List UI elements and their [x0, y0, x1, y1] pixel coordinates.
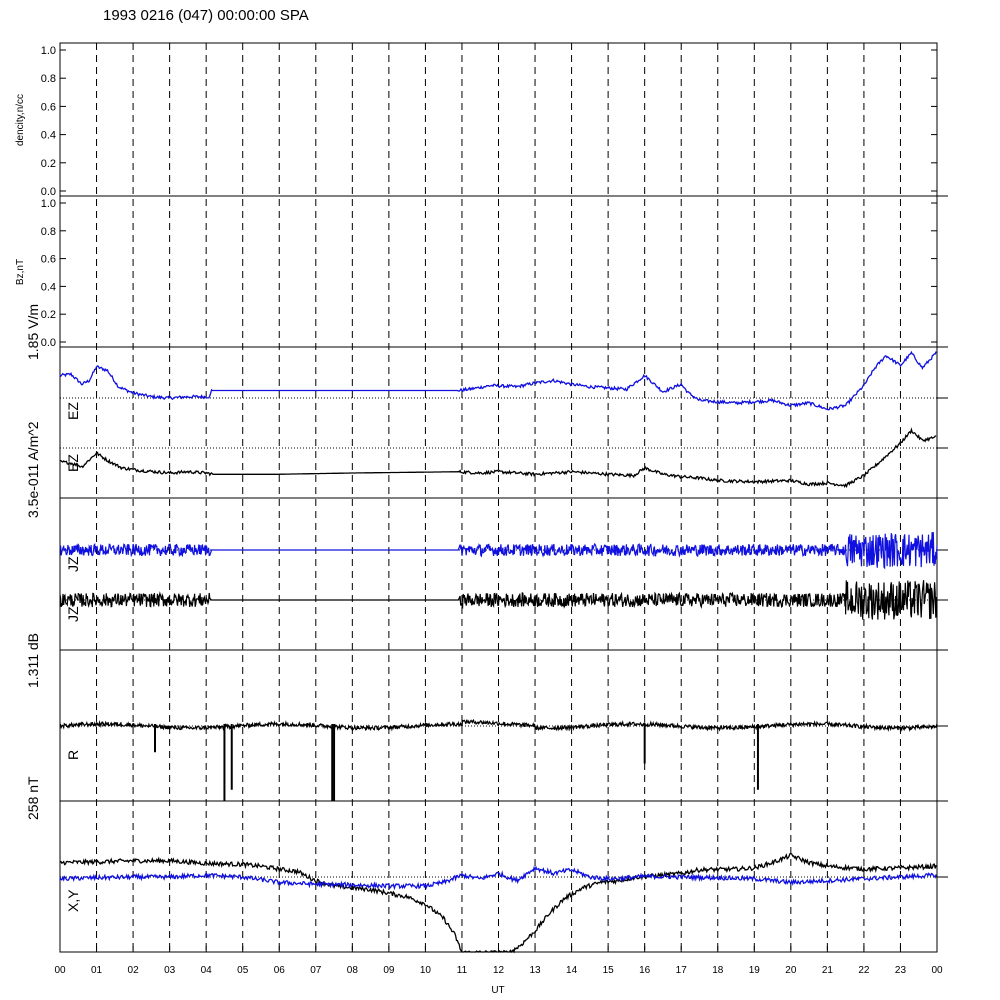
density-ytick-label: 0.4 — [41, 130, 56, 142]
bz-ytick-label: 0.4 — [41, 281, 56, 293]
x-tick-label: 16 — [639, 965, 651, 976]
x-tick-label: 04 — [201, 965, 213, 976]
x-tick-label: 09 — [383, 965, 395, 976]
x-tick-label: 03 — [164, 965, 176, 976]
x-tick-label: 20 — [785, 965, 797, 976]
density-ylabel: dencity,n/cc — [15, 94, 26, 146]
x-tick-label: 18 — [712, 965, 724, 976]
density-ytick-label: 1.0 — [41, 45, 56, 57]
bz-ytick-label: 0.6 — [41, 254, 56, 266]
x-tick-label: 05 — [237, 965, 249, 976]
ez-trace2-label: EZ — [65, 454, 81, 472]
x-tick-label: 00 — [931, 965, 943, 976]
jz-blue-noise-trace — [59, 532, 938, 570]
x-tick-label: 08 — [347, 965, 359, 976]
bz-ytick-label: 0.2 — [41, 309, 56, 321]
density-ytick-label: 0.6 — [41, 101, 56, 113]
x-axis-label: UT — [491, 985, 504, 996]
x-tick-label: 12 — [493, 965, 505, 976]
density-ytick-label: 0.0 — [41, 186, 56, 198]
x-tick-label: 00 — [54, 965, 66, 976]
density-ytick-label: 0.2 — [41, 158, 56, 170]
x-tick-label: 19 — [749, 965, 761, 976]
jz-black-noise-trace — [59, 580, 938, 620]
ez-black-trace — [60, 427, 937, 489]
x-tick-label: 02 — [128, 965, 140, 976]
x-tick-label: 01 — [91, 965, 103, 976]
x-tick-label: 07 — [310, 965, 322, 976]
x-tick-label: 10 — [420, 965, 432, 976]
xy-blue-trace — [59, 865, 937, 891]
xy-trace-label: X,Y — [65, 889, 81, 912]
dotted-reference-lines — [60, 397, 948, 878]
jz-trace2-label: JZ — [65, 606, 81, 622]
x-tick-label: 06 — [274, 965, 286, 976]
vertical-hour-gridlines — [96, 43, 901, 952]
x-tick-label: 13 — [529, 965, 541, 976]
bz-ytick-label: 0.0 — [41, 337, 56, 349]
y-axis-ticks: 0.00.20.40.60.81.00.00.20.40.60.81.0 — [41, 45, 937, 349]
density-ytick-label: 0.8 — [41, 73, 56, 85]
x-tick-label: 17 — [676, 965, 688, 976]
xy-scale-label: 258 nT — [25, 776, 41, 820]
x-tick-label: 14 — [566, 965, 578, 976]
ez-trace1-label: EZ — [65, 402, 81, 420]
r-scale-label: 1.311 dB — [25, 633, 41, 688]
x-tick-label: 21 — [822, 965, 834, 976]
x-tick-label: 15 — [603, 965, 615, 976]
x-tick-label: 23 — [895, 965, 907, 976]
ez-scale-label: 1.85 V/m — [25, 304, 41, 360]
jz-scale-label: 3.5e-011 A/m^2 — [25, 421, 41, 518]
panel-frames — [59, 42, 948, 953]
x-tick-label: 22 — [858, 965, 870, 976]
chart-title: 1993 0216 (047) 00:00:00 SPA — [103, 7, 309, 24]
r-black-noise-trace — [59, 719, 938, 733]
x-tick-label: 11 — [457, 965, 468, 976]
bz-ylabel: Bz,nT — [15, 259, 26, 285]
ez-blue-trace — [59, 350, 937, 411]
bz-ytick-label: 1.0 — [41, 198, 56, 210]
x-axis-ticks: 00 01 02 03 04 05 06 07 08 09 10 11 12 13 14 15 16 17 18 19… — [54, 946, 943, 976]
bz-ytick-label: 0.8 — [41, 226, 56, 238]
r-trace-label: R — [65, 750, 81, 760]
jz-trace1-label: JZ — [65, 556, 81, 572]
